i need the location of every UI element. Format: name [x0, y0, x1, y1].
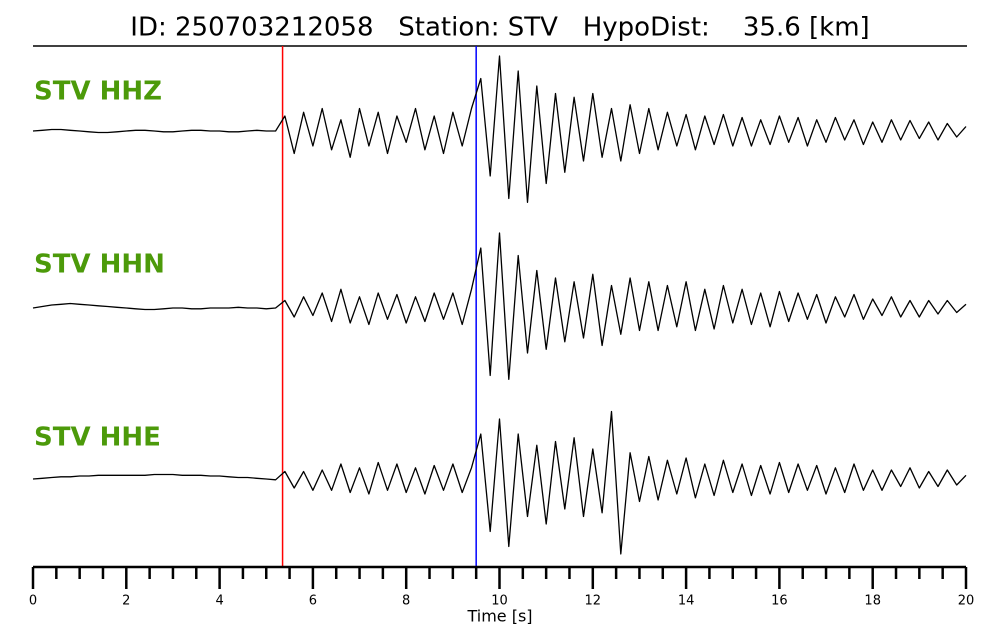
x-tick-label: 0 — [29, 594, 37, 609]
waveform — [32, 55, 967, 203]
trace-label: STV HHZ — [34, 77, 162, 107]
x-tick-label: 2 — [122, 594, 130, 609]
x-tick-label: 4 — [215, 594, 223, 609]
x-tick-label: 12 — [585, 594, 602, 609]
x-tick-label: 6 — [309, 594, 317, 609]
waveform — [32, 232, 967, 380]
x-tick-label: 8 — [402, 594, 410, 609]
chart-title: ID: 250703212058 Station: STV HypoDist: … — [130, 13, 869, 43]
x-tick-label: 14 — [678, 594, 695, 609]
x-tick-label: 18 — [864, 594, 881, 609]
waveform — [32, 410, 967, 555]
x-axis-label: Time [s] — [466, 607, 532, 626]
x-tick-label: 16 — [771, 594, 788, 609]
x-tick-label: 20 — [958, 594, 975, 609]
trace-label: STV HHE — [34, 423, 161, 453]
x-tick-label: 10 — [491, 594, 508, 609]
trace-label: STV HHN — [34, 250, 165, 280]
